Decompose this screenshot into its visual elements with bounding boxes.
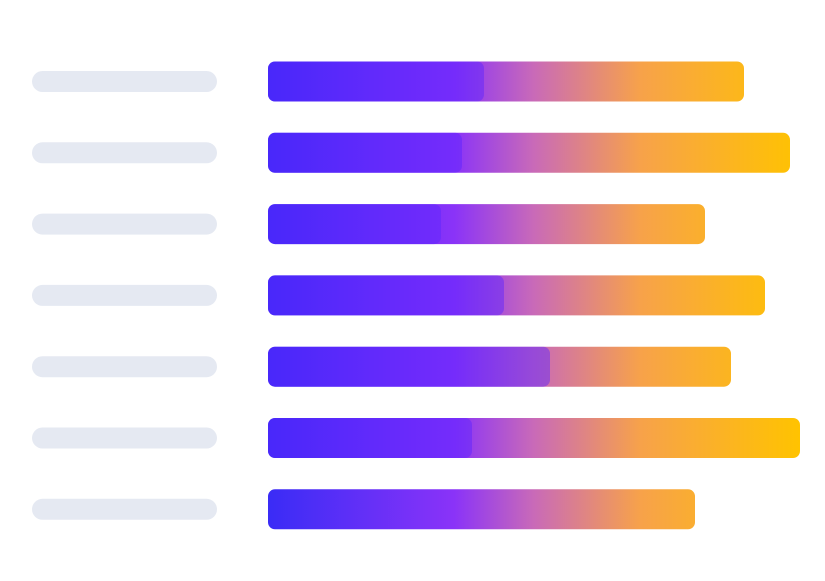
bar-segment xyxy=(268,418,472,458)
bar-row xyxy=(32,61,744,102)
bar-segment xyxy=(268,346,550,387)
bar-row xyxy=(32,204,705,245)
category-label-placeholder xyxy=(32,356,217,378)
category-label-placeholder xyxy=(32,213,217,235)
bar-total xyxy=(268,275,765,316)
bar-total xyxy=(268,132,790,173)
bar-total xyxy=(268,346,731,387)
bar-row xyxy=(32,489,695,530)
bar-row xyxy=(32,346,731,387)
bar-segment xyxy=(268,132,462,173)
bar-total xyxy=(268,204,705,245)
bar-total xyxy=(268,418,800,458)
bar-segment xyxy=(268,275,504,316)
category-label-placeholder xyxy=(32,427,217,449)
category-label-placeholder xyxy=(32,71,217,92)
category-label-placeholder xyxy=(32,142,217,164)
bar-row xyxy=(32,132,790,173)
bar-segment xyxy=(268,61,484,102)
category-label-placeholder xyxy=(32,284,217,306)
bar-rows xyxy=(32,61,800,530)
category-label-placeholder xyxy=(32,498,217,520)
bar-total xyxy=(268,61,744,102)
bar-segment xyxy=(268,204,441,245)
bar-row xyxy=(32,275,765,316)
bar-total xyxy=(268,489,695,530)
bar-row xyxy=(32,418,800,458)
